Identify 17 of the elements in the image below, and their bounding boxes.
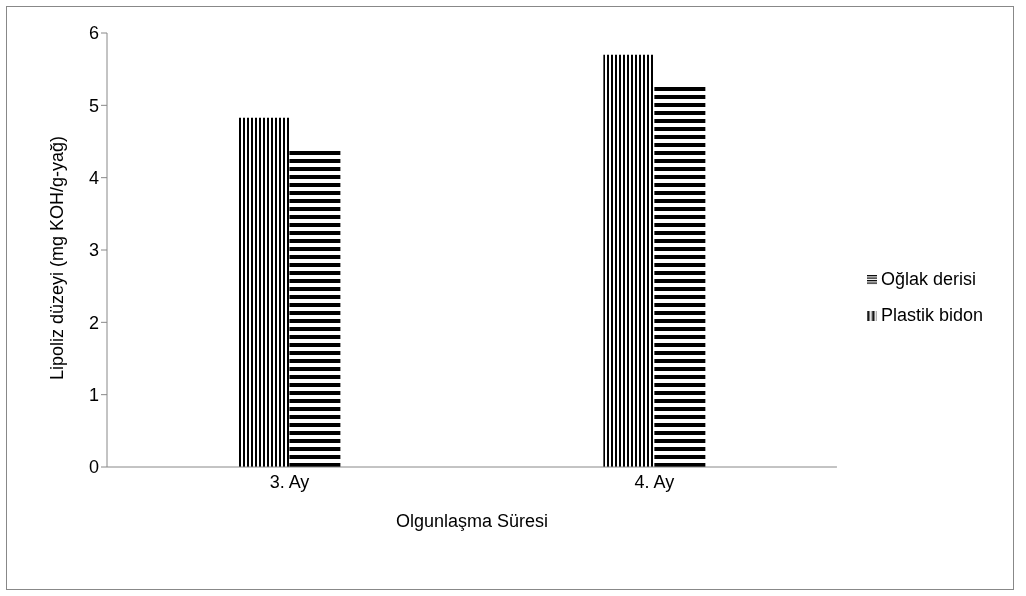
- y-tick-label: 3: [88, 240, 99, 261]
- y-tick-label: 0: [88, 457, 99, 478]
- bar: [238, 117, 290, 467]
- x-axis-title: Olgunlaşma Süresi: [395, 511, 549, 531]
- x-tick-label: 4. Ay: [634, 471, 675, 492]
- bar: [289, 148, 341, 467]
- bar: [603, 54, 655, 467]
- y-tick-label: 1: [88, 385, 99, 406]
- y-tick-label: 2: [88, 312, 99, 333]
- y-tick-label: 6: [88, 23, 99, 44]
- y-tick-label: 4: [88, 168, 99, 189]
- legend-label: Plastik bidon: [880, 305, 983, 325]
- x-tick-label: 3. Ay: [269, 471, 310, 492]
- legend-label: Oğlak derisi: [880, 269, 976, 289]
- y-tick-label: 5: [88, 95, 99, 116]
- bar: [654, 84, 706, 467]
- y-axis-title: Lipoliz düzeyi (mg KOH/g-yağ): [47, 135, 68, 380]
